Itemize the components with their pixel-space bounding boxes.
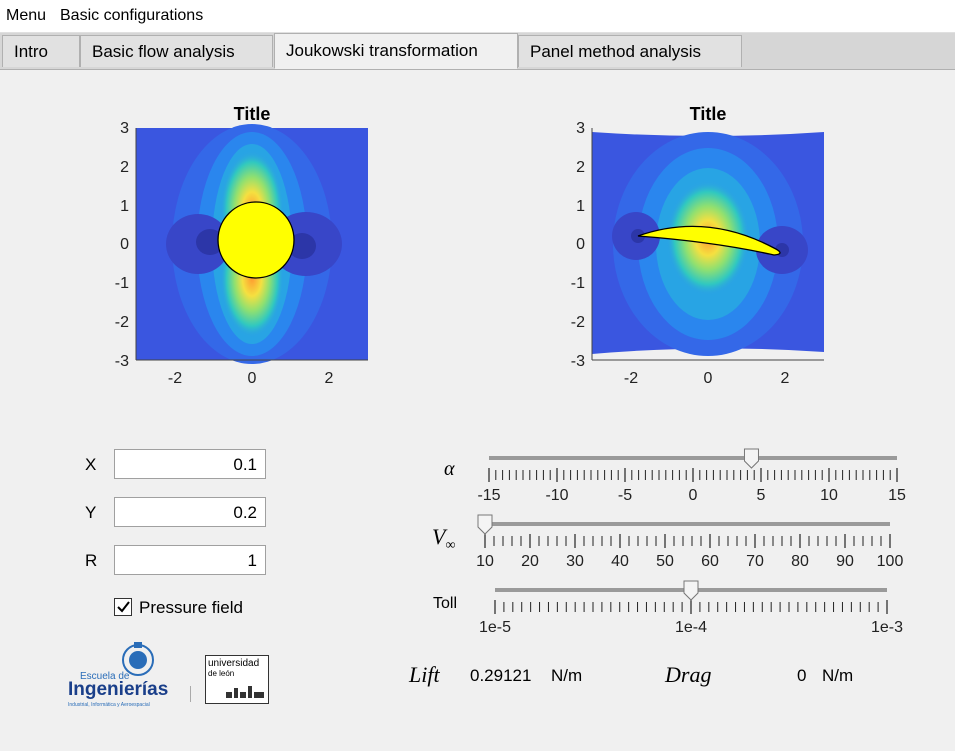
uni-text-2: de león <box>208 669 235 678</box>
y-tick-label: 3 <box>120 120 129 137</box>
logo-divider <box>190 686 191 702</box>
alpha-slider[interactable]: -15 -10 -5 0 5 10 15 <box>470 444 910 508</box>
cylinder-shape <box>217 201 295 279</box>
uni-text-1: universidad <box>208 658 260 669</box>
y-tick-label: -1 <box>571 275 585 292</box>
x-tick-label: -2 <box>624 370 638 387</box>
y-tick-label: 3 <box>576 120 585 137</box>
drag-value: 0 <box>797 666 807 685</box>
tab-panel-method-analysis[interactable]: Panel method analysis <box>518 35 742 67</box>
slider-tick-label: 0 <box>689 487 698 504</box>
r-field[interactable]: 1 <box>114 545 266 575</box>
menu-item-menu[interactable]: Menu <box>6 7 47 24</box>
escuela-small-text: Escuela de <box>80 671 130 682</box>
x-field[interactable]: 0.1 <box>114 449 266 479</box>
vinf-symbol: V∞ <box>432 524 456 553</box>
menu-item-basic-configurations[interactable]: Basic configurations <box>60 7 204 24</box>
alpha-symbol: α <box>444 458 455 480</box>
plot-title: Title <box>234 104 271 124</box>
slider-tick-label: 40 <box>611 553 629 570</box>
escuela-sub-text: Industrial, Informática y Aeroespacial <box>68 702 150 708</box>
slider-tick-label: 1e-3 <box>871 619 903 636</box>
toll-label: Toll <box>433 595 458 612</box>
drag-label: Drag <box>665 662 712 687</box>
escuela-ingenierias-logo: Escuela de Ingenierías Industrial, Infor… <box>66 640 181 710</box>
slider-tick-label: -15 <box>477 487 500 504</box>
y-tick-label: 0 <box>120 236 129 253</box>
pressure-field-checkbox[interactable] <box>114 598 132 616</box>
shield-icon <box>122 642 154 676</box>
tab-joukowski-transformation[interactable]: Joukowski transformation <box>274 33 518 69</box>
slider-tick-label: 90 <box>836 553 854 570</box>
x-tick-label: 2 <box>325 370 334 387</box>
pressure-field-label: Pressure field <box>139 598 243 617</box>
menubar: Menu Basic configurations <box>0 0 955 33</box>
slider-tick-label: 50 <box>656 553 674 570</box>
cylinder-pressure-plot: Title 3 2 1 0 -1 -2 -3 -2 0 2 <box>115 104 368 387</box>
y-label: Y <box>85 503 97 522</box>
y-tick-label: -3 <box>115 353 129 370</box>
slider-tick-label: 1e-4 <box>675 619 707 636</box>
x-tick-label: 2 <box>781 370 790 387</box>
tab-strip: Intro Basic flow analysis Joukowski tran… <box>0 33 955 70</box>
y-tick-label: 2 <box>120 159 129 176</box>
plot-title: Title <box>690 104 727 124</box>
lift-unit: N/m <box>551 666 583 685</box>
y-tick-label: -2 <box>115 314 129 331</box>
y-field[interactable]: 0.2 <box>114 497 266 527</box>
y-tick-label: -2 <box>571 314 585 331</box>
x-tick-label: -2 <box>168 370 182 387</box>
y-tick-label: -1 <box>115 275 129 292</box>
drag-unit: N/m <box>822 666 854 685</box>
slider-tick-label: 1e-5 <box>479 619 511 636</box>
x-tick-label: 0 <box>248 370 257 387</box>
lift-value: 0.29121 <box>470 666 532 685</box>
slider-tick-label: 100 <box>877 553 904 570</box>
ule-mark-icon <box>226 686 264 698</box>
y-tick-label: 2 <box>576 159 585 176</box>
checkmark-icon <box>117 601 130 613</box>
lift-label: Lift <box>409 662 440 687</box>
slider-thumb[interactable] <box>683 580 699 601</box>
slider-tick-label: 10 <box>476 553 494 570</box>
slider-tick-label: 30 <box>566 553 584 570</box>
contour-field <box>592 132 824 356</box>
r-label: R <box>85 551 98 570</box>
y-tick-label: 1 <box>576 198 585 215</box>
slider-tick-label: -5 <box>618 487 632 504</box>
tab-basic-flow-analysis[interactable]: Basic flow analysis <box>80 35 273 67</box>
escuela-big-text: Ingenierías <box>68 679 169 700</box>
airfoil-shape <box>637 225 781 256</box>
slider-tick-label: 70 <box>746 553 764 570</box>
x-label: X <box>85 455 97 474</box>
y-tick-label: 1 <box>120 198 129 215</box>
toll-slider[interactable]: 1e-5 1e-4 1e-3 <box>470 576 910 640</box>
y-tick-label: -3 <box>571 353 585 370</box>
slider-tick-label: 80 <box>791 553 809 570</box>
slider-tick-label: 5 <box>757 487 766 504</box>
slider-thumb[interactable] <box>477 514 493 535</box>
slider-tick-label: 10 <box>820 487 838 504</box>
slider-tick-label: 20 <box>521 553 539 570</box>
slider-tick-label: 60 <box>701 553 719 570</box>
universidad-leon-logo: universidad de león <box>205 655 269 704</box>
slider-thumb[interactable] <box>743 448 759 469</box>
slider-tick-label: 15 <box>888 487 906 504</box>
y-tick-label: 0 <box>576 236 585 253</box>
slider-tick-label: -10 <box>545 487 568 504</box>
vinf-slider[interactable]: 10 20 30 40 50 60 70 80 90 100 <box>470 510 910 574</box>
airfoil-pressure-plot: Title 3 2 1 0 -1 -2 -3 -2 0 2 <box>571 104 824 387</box>
x-tick-label: 0 <box>704 370 713 387</box>
tab-intro[interactable]: Intro <box>2 35 80 67</box>
